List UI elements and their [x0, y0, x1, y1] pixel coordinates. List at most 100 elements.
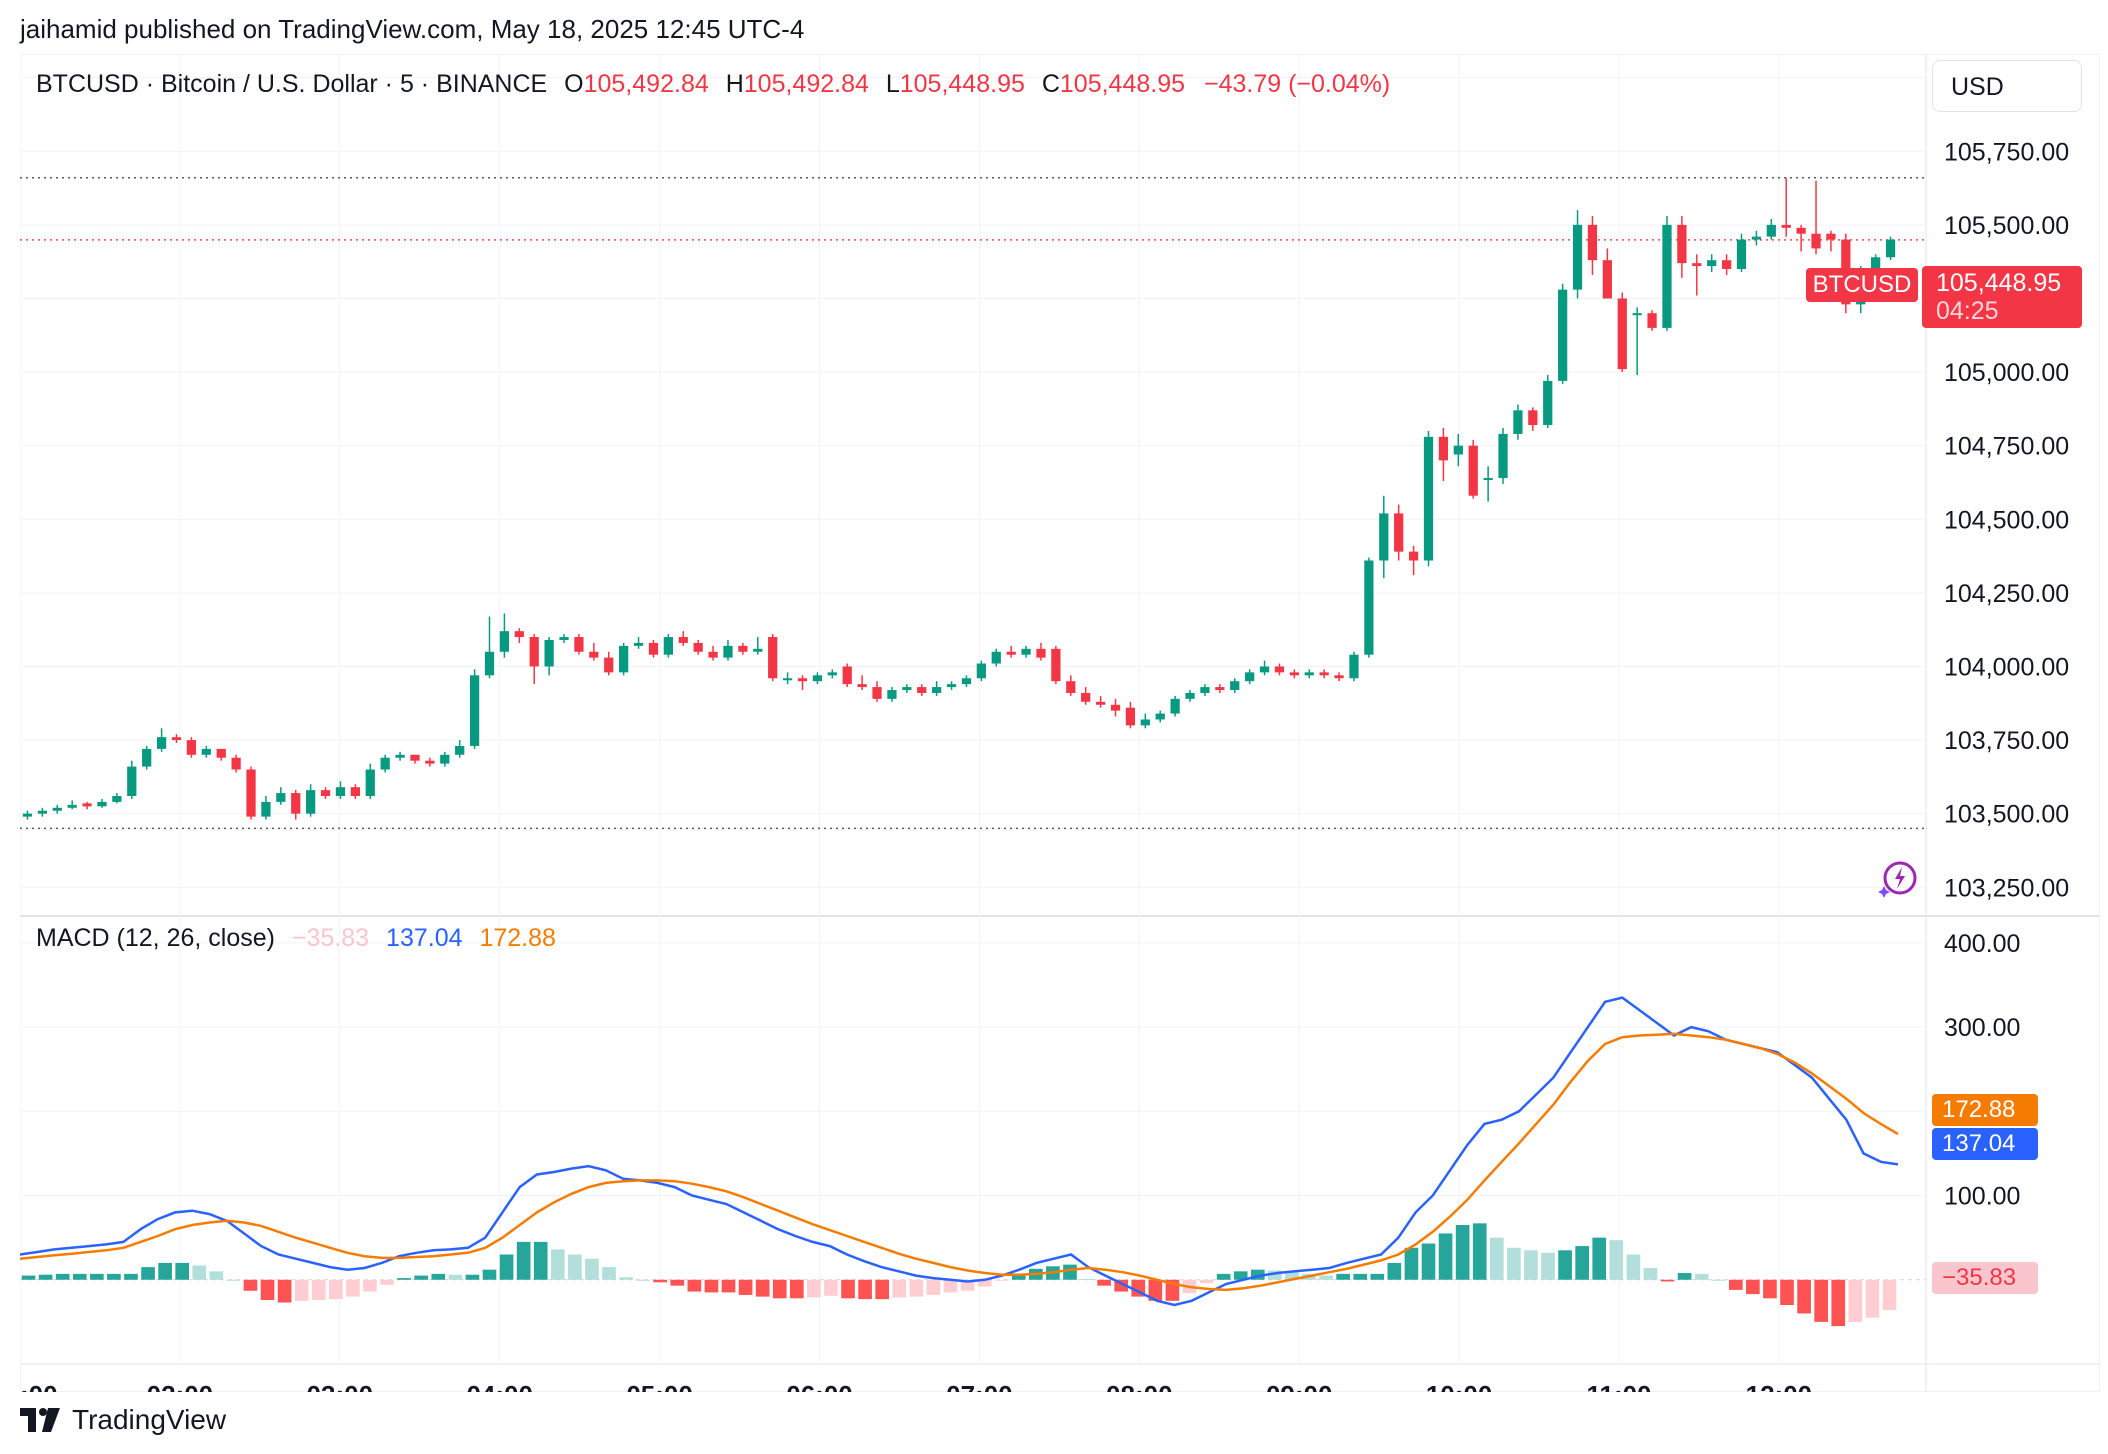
- candle-body: [1453, 445, 1463, 455]
- candle: [663, 634, 673, 658]
- histogram-bar: [533, 1241, 548, 1280]
- histogram-bar: [670, 1279, 685, 1286]
- candle: [902, 684, 912, 693]
- candle-body: [797, 678, 808, 682]
- candle-body: [97, 801, 107, 807]
- histogram-bar: [1063, 1264, 1077, 1280]
- macd-signal-value: 172.88: [479, 924, 556, 952]
- histogram-bar: [448, 1274, 463, 1280]
- histogram-bar: [1558, 1250, 1572, 1280]
- candle: [67, 800, 77, 810]
- candle: [365, 763, 375, 799]
- candle: [693, 639, 703, 655]
- candle-body: [991, 651, 1001, 664]
- histogram-bar: [431, 1273, 446, 1280]
- chart-area[interactable]: 106,000.00105,750.00105,500.00105,250.00…: [20, 54, 2100, 1392]
- candle-body: [857, 684, 867, 688]
- price-tick-label: 104,000.00: [1944, 653, 2069, 681]
- histogram-bar: [1592, 1237, 1607, 1280]
- candle-body: [1751, 236, 1762, 240]
- macd-lines: [20, 996, 1899, 1307]
- candle: [469, 669, 480, 749]
- candle-body: [1185, 692, 1195, 699]
- currency-button[interactable]: USD: [1932, 60, 2082, 112]
- histogram-bar: [926, 1279, 941, 1295]
- candle-body: [216, 748, 226, 758]
- candlesticks: [22, 177, 1896, 820]
- candle-body: [1885, 239, 1896, 258]
- candle-body: [1408, 551, 1419, 561]
- histogram-bar: [243, 1279, 258, 1291]
- candle: [52, 804, 62, 814]
- histogram-bar: [226, 1279, 241, 1281]
- candle-body: [1647, 313, 1657, 328]
- brand-name: TradingView: [72, 1404, 227, 1435]
- candle: [82, 801, 92, 810]
- histogram-bar: [499, 1254, 514, 1280]
- candle: [171, 734, 182, 744]
- candle-body: [1617, 298, 1627, 370]
- tradingview-logo-icon: [20, 1408, 60, 1432]
- candle: [1572, 210, 1583, 299]
- candle: [1394, 504, 1404, 561]
- histogram-bar: [158, 1262, 172, 1280]
- time-tick-label: 03:00: [307, 1380, 374, 1392]
- candle-body: [365, 769, 375, 797]
- candle: [1051, 645, 1061, 685]
- candle: [22, 810, 33, 820]
- candle-body: [1170, 698, 1180, 714]
- candle-body: [1498, 433, 1508, 479]
- histogram-bar: [841, 1279, 855, 1299]
- candle-body: [1259, 666, 1270, 673]
- candle: [231, 754, 241, 773]
- candle: [991, 648, 1001, 667]
- candle: [1289, 669, 1299, 679]
- histogram-bar: [516, 1241, 531, 1280]
- histogram-bar: [1797, 1279, 1811, 1314]
- candle-body: [1110, 704, 1121, 711]
- candle: [1468, 439, 1478, 499]
- histogram-bar: [124, 1273, 138, 1280]
- symbol-price-tag: BTCUSD: [1806, 268, 1918, 302]
- candle: [37, 807, 47, 817]
- histogram-bar: [1763, 1279, 1777, 1299]
- candle-body: [1081, 692, 1091, 702]
- histogram-bar: [585, 1258, 599, 1280]
- candle: [1245, 669, 1255, 685]
- histogram-bar: [1865, 1279, 1880, 1318]
- candle-body: [1736, 239, 1747, 270]
- time-tick-label: :00: [20, 1380, 58, 1392]
- candle: [335, 781, 346, 799]
- candle: [1558, 283, 1568, 384]
- candle-body: [812, 675, 823, 682]
- histogram-bar: [977, 1279, 992, 1287]
- histogram-bar: [397, 1278, 411, 1280]
- candle: [604, 651, 614, 676]
- candle: [1632, 307, 1642, 376]
- histogram-bar: [1438, 1233, 1453, 1280]
- candle: [1140, 713, 1150, 729]
- histogram-value-tag: −35.83: [1932, 1262, 2038, 1294]
- price-tick-label: 105,750.00: [1944, 138, 2069, 166]
- histogram-bar: [1148, 1279, 1163, 1301]
- time-tick-label: 08:00: [1106, 1380, 1173, 1392]
- candle-body: [1602, 260, 1612, 299]
- histogram-bar: [892, 1279, 907, 1298]
- histogram-bar: [1728, 1279, 1743, 1290]
- candle-body: [186, 740, 197, 755]
- candle-body: [559, 637, 569, 640]
- histogram-bar: [1233, 1271, 1248, 1280]
- candle: [455, 740, 465, 758]
- candle-body: [633, 642, 644, 646]
- flash-icon[interactable]: [1878, 858, 1918, 898]
- candle: [1021, 645, 1031, 658]
- candle-body: [678, 637, 688, 643]
- candle: [1110, 698, 1121, 717]
- histogram-bar: [363, 1279, 377, 1292]
- histogram-bar: [1814, 1279, 1829, 1322]
- histogram-bar: [1319, 1275, 1333, 1280]
- histogram-bar: [807, 1279, 821, 1298]
- histogram-bar: [380, 1279, 394, 1285]
- histogram-bar: [1746, 1279, 1760, 1295]
- candle-body: [723, 645, 733, 658]
